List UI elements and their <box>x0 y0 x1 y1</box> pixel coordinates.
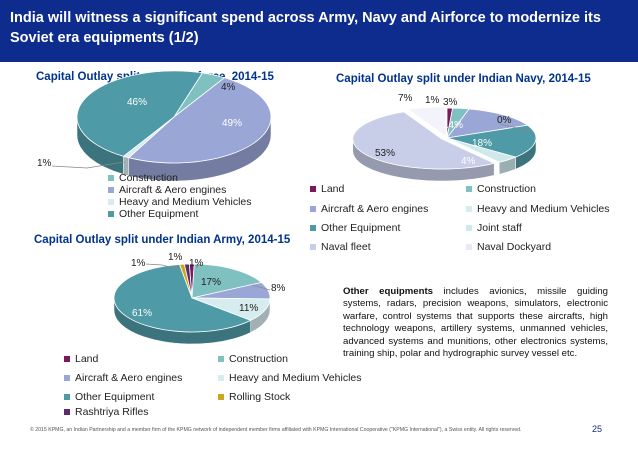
navy-label-joint: 4% <box>461 156 476 167</box>
airforce-leader-heavy <box>51 161 125 169</box>
navy-label-heavy: 0% <box>497 115 512 126</box>
slide-header: India will witness a significant spend a… <box>0 0 638 62</box>
navy-slice-side-4 <box>515 137 537 170</box>
legend-swatch <box>108 175 114 181</box>
army-pie-top <box>113 263 271 333</box>
army-legend-rolling: Rolling Stock <box>218 391 290 403</box>
airforce-slice-2 <box>122 116 175 159</box>
army-slice-6 <box>183 263 193 299</box>
army-leader-rolling <box>145 263 181 271</box>
legend-swatch <box>310 244 316 250</box>
legend-swatch <box>108 199 114 205</box>
army-label-aero: 8% <box>271 283 286 294</box>
airforce-slice-3 <box>76 70 204 157</box>
navy-legend-construction: Construction <box>466 183 536 195</box>
airforce-chart-title: Capital Outlay split under Air force, 20… <box>36 71 274 83</box>
navy-slice-side-5 <box>499 156 516 175</box>
note-text: includes avionics, missile guiding syste… <box>343 286 608 360</box>
navy-legend-other: Other Equipment <box>310 222 400 234</box>
slide-title: India will witness a significant spend a… <box>10 10 601 46</box>
airforce-slice-1 <box>127 77 272 164</box>
army-slice-5 <box>178 263 193 299</box>
navy-legend-aero: Aircraft & Aero engines <box>310 203 428 215</box>
army-legend-land: Land <box>64 353 98 365</box>
navy-slice-7 <box>407 106 447 138</box>
note-bold: Other equipments <box>343 286 433 297</box>
legend-swatch <box>218 356 224 362</box>
airforce-legend-heavy: Heavy and Medium Vehicles <box>108 196 252 208</box>
navy-label-construction: 3% <box>443 97 458 108</box>
legend-swatch <box>108 187 114 193</box>
legend-swatch <box>218 375 224 381</box>
army-label-other: 61% <box>132 308 153 319</box>
army-slice-4 <box>113 264 252 333</box>
airforce-legend-construction: Construction <box>108 172 178 184</box>
army-label-construction: 17% <box>201 277 222 288</box>
legend-swatch <box>466 244 472 250</box>
legend-swatch <box>64 409 70 415</box>
legend-swatch <box>466 225 472 231</box>
army-leader-aero <box>251 284 271 291</box>
army-legend-aero: Aircraft & Aero engines <box>64 372 182 384</box>
other-equipment-note: Other equipments includes avionics, miss… <box>343 286 608 360</box>
navy-legend-joint: Joint staff <box>466 222 522 234</box>
legend-swatch <box>64 356 70 362</box>
navy-legend-dockyard: Naval Dockyard <box>466 241 551 253</box>
legend-swatch <box>466 206 472 212</box>
army-label-land: 1% <box>168 252 183 263</box>
navy-legend-land: Land <box>310 183 344 195</box>
airforce-label-aero: 49% <box>222 118 243 129</box>
navy-pie-sides <box>352 137 537 182</box>
army-legend-heavy: Heavy and Medium Vehicles <box>218 372 362 384</box>
army-legend-construction: Construction <box>218 353 288 365</box>
army-label-rolling: 1% <box>131 258 146 269</box>
airforce-label-heavy: 1% <box>37 158 52 169</box>
page-number: 25 <box>592 424 603 434</box>
army-chart-title: Capital Outlay split under Indian Army, … <box>34 234 291 246</box>
legend-swatch <box>64 375 70 381</box>
copyright-footer: © 2015 KPMG, an Indian Partnership and a… <box>30 427 522 433</box>
airforce-label-other: 46% <box>127 97 148 108</box>
legend-swatch <box>64 394 70 400</box>
legend-swatch <box>310 225 316 231</box>
navy-legend-heavy: Heavy and Medium Vehicles <box>466 203 610 215</box>
legend-swatch <box>108 211 114 217</box>
army-label-heavy: 11% <box>239 303 259 314</box>
airforce-slice-side-3 <box>76 116 124 175</box>
airforce-pie-top <box>76 70 272 164</box>
airforce-legend-aero: Aircraft & Aero engines <box>108 184 226 196</box>
legend-swatch <box>218 394 224 400</box>
legend-swatch <box>466 186 472 192</box>
navy-label-aero: 14% <box>443 120 464 131</box>
army-legend-other: Other Equipment <box>64 391 154 403</box>
navy-label-naval-fleet: 53% <box>375 148 396 159</box>
navy-legend-naval-fleet: Naval fleet <box>310 241 371 253</box>
army-label-rashtriya: 1% <box>189 258 204 269</box>
legend-swatch <box>310 186 316 192</box>
navy-label-other: 18% <box>472 138 493 149</box>
airforce-legend-other: Other Equipment <box>108 208 198 220</box>
army-legend-rashtriya: Rashtriya Rifles <box>64 406 149 418</box>
navy-label-dockyard: 7% <box>398 93 413 104</box>
army-slice-side-4 <box>113 297 251 345</box>
navy-chart-title: Capital Outlay split under Indian Navy, … <box>336 73 591 85</box>
legend-swatch <box>310 206 316 212</box>
navy-label-land: 1% <box>425 95 440 106</box>
army-slice-0 <box>188 263 195 299</box>
airforce-label-construction: 4% <box>221 82 236 93</box>
